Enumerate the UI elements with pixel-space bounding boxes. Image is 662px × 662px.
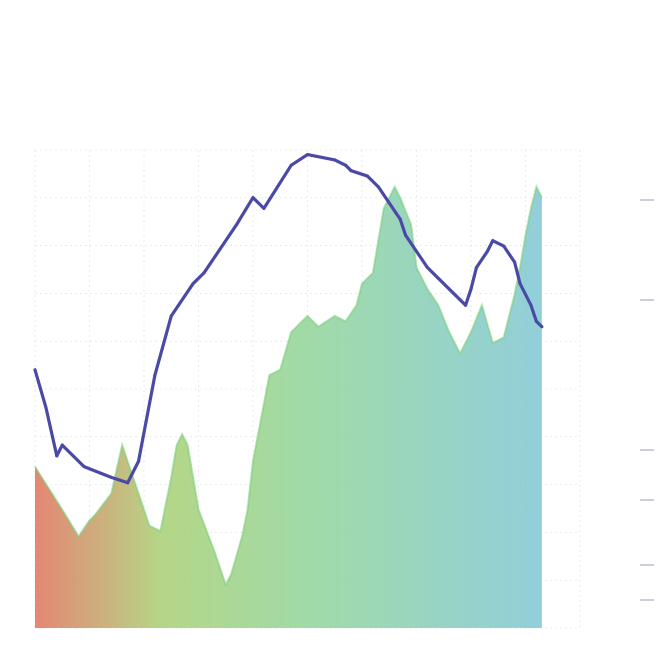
line-series-segment <box>202 222 239 275</box>
line-series-segment <box>55 443 64 458</box>
line-series-segment <box>502 244 517 264</box>
line-series-segment <box>136 373 157 463</box>
line-series-segment <box>414 249 429 270</box>
line-series-segment <box>289 152 310 167</box>
line-series-segment <box>512 260 522 286</box>
tick-marks <box>640 199 654 601</box>
line-series-segment <box>109 475 130 485</box>
area-series-edge <box>34 184 543 588</box>
line-series-segment <box>436 276 451 291</box>
line-series-segment <box>398 217 408 237</box>
line-series-segment <box>349 169 370 178</box>
line-series-segment <box>44 405 59 458</box>
line-series-segment <box>333 158 348 167</box>
line-series-segment <box>82 465 113 479</box>
line-series-segment <box>529 303 539 323</box>
line-series-segment <box>425 265 440 280</box>
line-series-segment <box>518 282 528 297</box>
line-series-segment <box>60 443 86 469</box>
line-series-segment <box>404 233 419 253</box>
line-series-segment <box>191 271 206 286</box>
line-series-segment <box>33 368 48 410</box>
line-series-segment <box>169 282 195 318</box>
line-series-segment <box>235 196 255 227</box>
line-series-segment <box>485 239 495 253</box>
line-series-segment <box>126 459 141 485</box>
line-series-segment <box>534 319 544 329</box>
line-series-segment <box>251 196 266 210</box>
line-series-segment <box>376 185 391 205</box>
area-series-layer <box>34 184 543 628</box>
line-series-segment <box>469 265 479 291</box>
line-series-segment <box>262 163 293 210</box>
line-series-segment <box>523 292 533 307</box>
line-series-layer <box>33 152 544 485</box>
line-series-segment <box>474 249 489 270</box>
line-series-segment <box>387 201 402 221</box>
line-series-segment <box>365 174 380 189</box>
line-series-segment <box>463 287 473 307</box>
line-series-segment <box>305 152 337 162</box>
line-series-segment <box>447 287 468 307</box>
line-series-segment <box>153 314 173 377</box>
line-series-segment <box>491 239 506 248</box>
area-series <box>35 186 542 628</box>
